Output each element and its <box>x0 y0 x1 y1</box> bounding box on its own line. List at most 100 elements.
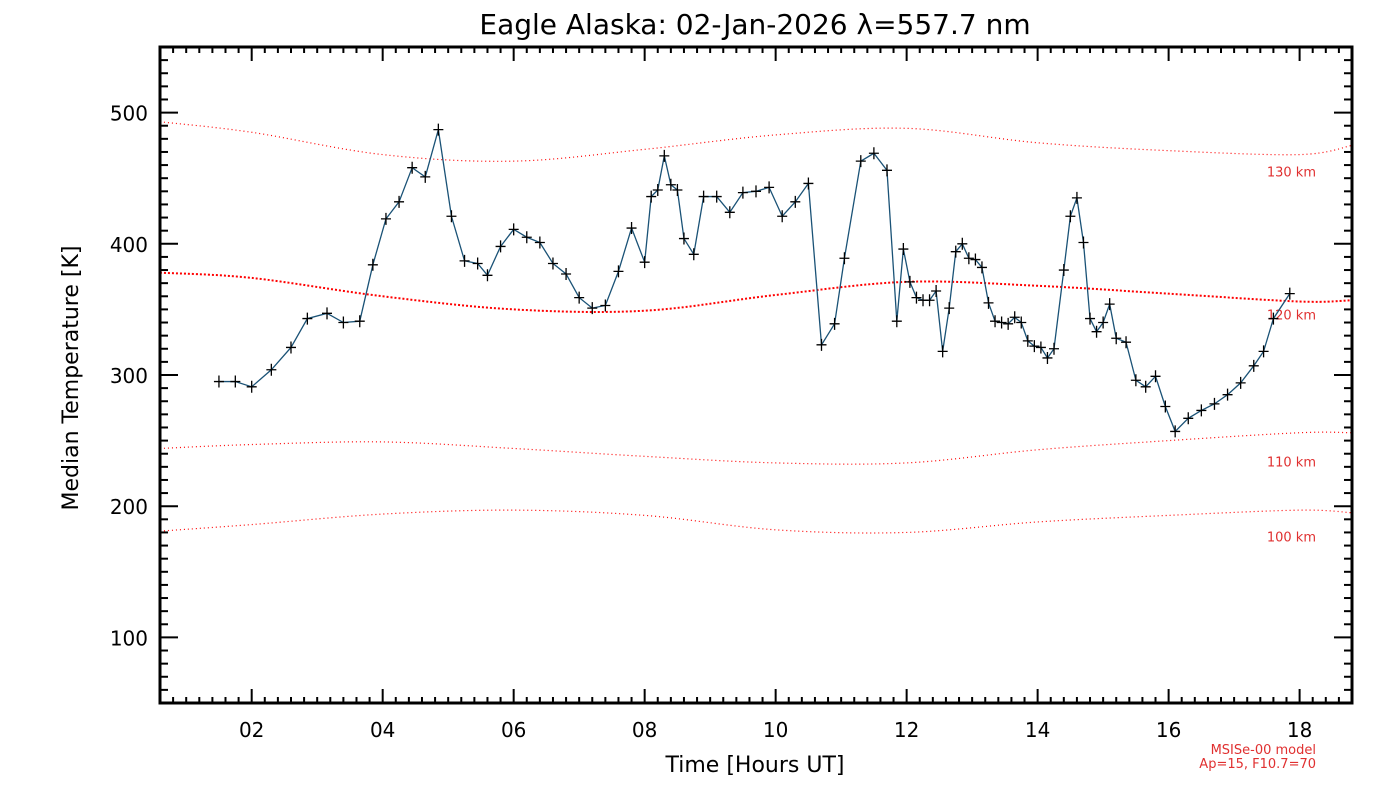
data-point <box>751 185 761 198</box>
data-point <box>1258 345 1269 358</box>
data-point <box>1121 336 1132 349</box>
data-point <box>534 236 545 249</box>
data-point <box>561 267 572 280</box>
data-point <box>1049 342 1059 355</box>
data-point <box>1078 236 1089 249</box>
data-point <box>724 206 735 219</box>
data-point <box>446 210 457 223</box>
model-curve-label: 130 km <box>1267 166 1316 181</box>
data-point <box>1035 341 1046 354</box>
data-point <box>1150 370 1161 383</box>
data-point <box>659 149 670 162</box>
data-point <box>338 316 349 329</box>
model-note: MSISe-00 model <box>1211 743 1316 758</box>
data-point <box>213 375 224 388</box>
data-point <box>1235 376 1246 389</box>
y-tick-label: 200 <box>110 495 148 519</box>
data-point <box>1058 264 1069 277</box>
data-point <box>1111 332 1122 345</box>
data-series <box>213 123 1295 438</box>
data-point <box>1209 397 1220 410</box>
y-tick-label: 500 <box>110 102 148 126</box>
data-point <box>1029 340 1040 353</box>
data-point <box>839 252 850 265</box>
data-point <box>855 155 866 168</box>
data-point <box>1009 311 1020 324</box>
data-point <box>574 291 585 304</box>
data-point <box>970 253 981 266</box>
data-point <box>646 190 657 203</box>
data-point <box>868 147 879 160</box>
data-point <box>672 184 683 197</box>
data-point <box>777 210 788 223</box>
data-point <box>626 222 637 235</box>
y-tick-labels: 100 200 300 400 500 <box>110 102 148 651</box>
data-point <box>459 254 470 267</box>
data-point <box>990 315 1001 328</box>
data-point <box>1042 351 1053 364</box>
data-point <box>600 299 611 312</box>
data-point <box>394 195 405 208</box>
data-point <box>898 243 909 256</box>
x-tick-label: 12 <box>894 718 919 742</box>
data-point <box>508 223 519 236</box>
data-point <box>1130 374 1141 387</box>
data-point <box>931 285 942 298</box>
data-point <box>963 252 974 265</box>
data-point <box>924 294 935 307</box>
data-point <box>472 257 483 270</box>
model-curve-line <box>159 121 1353 162</box>
model-curve-line <box>159 509 1353 534</box>
chart-title: Eagle Alaska: 02-Jan-2026 λ=557.7 nm <box>479 8 1030 41</box>
model-curve-label: 100 km <box>1267 530 1316 545</box>
model-curve-line <box>159 431 1353 465</box>
data-point <box>1284 287 1295 300</box>
data-point <box>950 245 961 258</box>
data-point <box>433 123 444 136</box>
model-curves: 100 km 110 km 120 km 130 km <box>159 121 1353 545</box>
data-point <box>652 184 663 197</box>
x-tick-labels: 02 04 06 08 10 12 14 16 18 <box>239 718 1312 742</box>
data-point <box>937 345 948 358</box>
data-point <box>976 261 987 274</box>
data-point <box>1268 312 1279 325</box>
data-point <box>764 181 775 194</box>
model-curve-label: 120 km <box>1267 309 1316 324</box>
data-point <box>904 275 915 288</box>
data-point <box>1085 312 1096 325</box>
data-point <box>1022 334 1033 347</box>
y-tick-label: 400 <box>110 233 148 257</box>
data-point <box>367 258 378 271</box>
plot-frame <box>158 45 1354 705</box>
series-line <box>218 129 1291 433</box>
data-point <box>996 316 1007 329</box>
data-point <box>983 296 994 309</box>
data-point <box>1098 316 1109 329</box>
data-point <box>737 186 748 199</box>
x-tick-label: 02 <box>239 718 264 742</box>
data-point <box>285 341 296 354</box>
data-point <box>354 315 365 328</box>
data-point <box>1003 317 1014 330</box>
data-point <box>1196 404 1207 417</box>
x-tick-label: 18 <box>1287 718 1312 742</box>
model-curve-line <box>159 271 1353 313</box>
data-point <box>816 338 827 351</box>
y-tick-label: 100 <box>110 626 148 650</box>
data-point <box>482 269 493 282</box>
data-point <box>957 237 968 250</box>
data-point <box>790 195 801 208</box>
x-tick-label: 06 <box>501 718 526 742</box>
y-tick-label: 300 <box>110 364 148 388</box>
data-point <box>266 363 277 376</box>
data-point <box>1140 380 1151 393</box>
data-point <box>587 302 598 315</box>
data-point <box>495 240 506 253</box>
data-point <box>1065 210 1076 223</box>
data-point <box>380 212 391 225</box>
data-point <box>803 177 814 190</box>
data-point <box>639 256 650 269</box>
data-point <box>1091 325 1102 338</box>
model-curve-label: 110 km <box>1267 456 1316 471</box>
